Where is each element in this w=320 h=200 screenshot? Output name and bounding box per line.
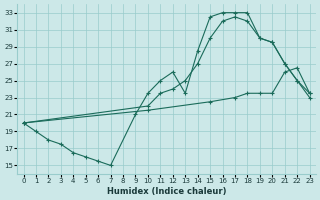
X-axis label: Humidex (Indice chaleur): Humidex (Indice chaleur) <box>107 187 226 196</box>
